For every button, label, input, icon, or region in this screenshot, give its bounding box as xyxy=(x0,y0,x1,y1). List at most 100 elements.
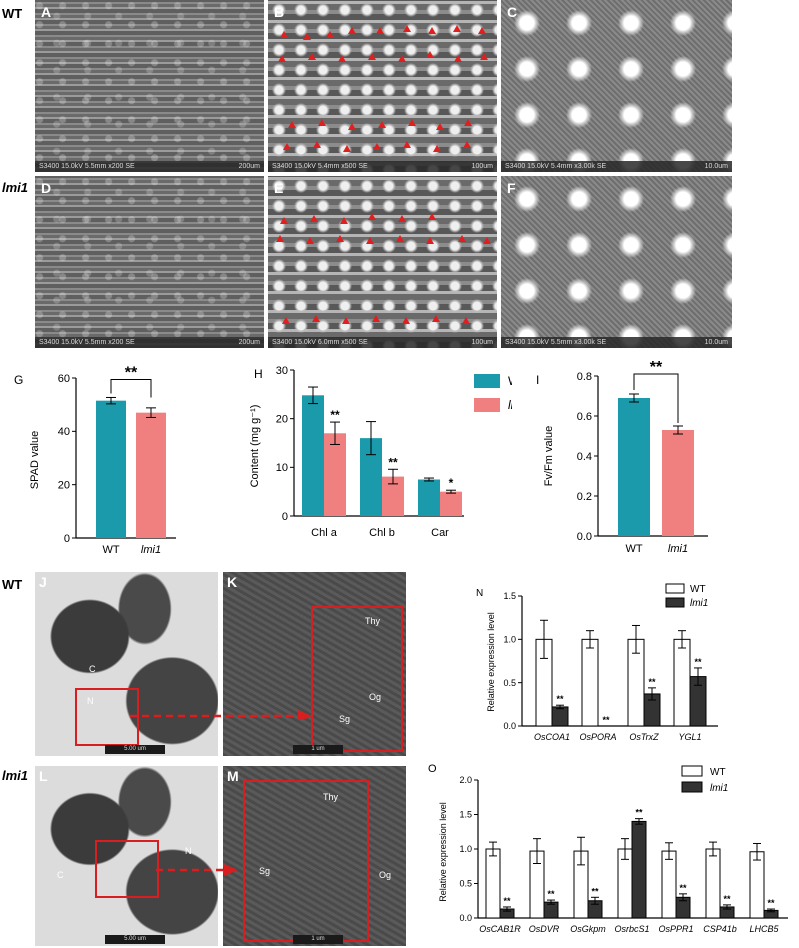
legend-swatch-wt xyxy=(681,765,703,777)
x-tick-label: WT xyxy=(625,543,642,555)
tem-panel-k: K Thy Og Sg 1 um xyxy=(223,572,406,756)
significance-mark: ** xyxy=(388,455,398,469)
red-markers-b xyxy=(278,25,488,152)
legend-label-wt: WT xyxy=(710,767,726,778)
significance-mark: ** xyxy=(125,364,138,381)
x-tick-label: Chl b xyxy=(369,527,395,539)
tem-panel-m: M Thy Sg Og 1 um xyxy=(223,766,406,946)
y-tick-label: 0.6 xyxy=(577,411,592,423)
significance-mark: ** xyxy=(635,808,643,818)
y-tick-label: 20 xyxy=(276,414,288,426)
scalebar-l: 5.00 um xyxy=(105,935,165,944)
tem-label-k-sg: Sg xyxy=(339,714,351,724)
chart-letter-n: N xyxy=(476,588,483,599)
red-markers-e xyxy=(276,213,491,324)
significance-mark: * xyxy=(449,476,454,490)
significance-bracket xyxy=(633,373,679,423)
zoom-box-m xyxy=(243,780,369,942)
legend-swatch-lmi1 xyxy=(681,781,703,793)
panel-letter-e: E xyxy=(274,180,284,196)
y-tick-label: 1.0 xyxy=(459,844,472,854)
sem-footer-f: S3400 15.0kV 5.5mm x3.00k SE 10.0um xyxy=(501,337,732,348)
sem-panel-d: D S3400 15.0kV 5.5mm x200 SE 200um xyxy=(35,176,264,348)
bar-lmi1 xyxy=(662,430,694,536)
sem-panel-f: F S3400 15.0kV 5.5mm x3.00k SE 10.0um xyxy=(501,176,732,348)
y-tick-label: 2.0 xyxy=(459,775,472,785)
dashed-arrow-jk xyxy=(130,710,312,720)
tem-label-m-thy: Thy xyxy=(323,792,339,802)
row-label-lmi1-tem: lmi1 xyxy=(2,768,29,783)
legend-label-lmi1: lmi1 xyxy=(508,398,512,412)
panel-letter-c: C xyxy=(507,4,518,20)
chart-letter-o: O xyxy=(428,763,437,775)
x-tick-label: WT xyxy=(102,544,119,556)
dashed-arrow-lm xyxy=(156,864,238,876)
bar-wt-5 xyxy=(705,848,721,919)
x-tick-label: Car xyxy=(431,527,449,539)
sem-panel-c: C S3400 15.0kV 5.4mm x3.00k SE 10.0um xyxy=(501,0,732,172)
bar-lmi1-0 xyxy=(324,433,346,516)
sem-footer-b: S3400 15.0kV 5.4mm x500 SE 100um xyxy=(268,161,497,172)
y-tick-label: 0 xyxy=(64,533,70,545)
significance-mark: ** xyxy=(556,694,564,704)
x-tick-label: Chl a xyxy=(311,527,338,539)
x-tick-label: OsDVR xyxy=(529,924,560,934)
chart-g: G 0 20 40 60 SPAD value WT lmi1 ** xyxy=(14,364,176,556)
chart-letter-h: H xyxy=(254,367,263,381)
panel-letter-d: D xyxy=(41,180,52,196)
scalebar-m: 1 um xyxy=(293,935,343,944)
bar-wt-4 xyxy=(661,850,677,919)
significance-mark: ** xyxy=(602,715,610,725)
y-tick-label: 30 xyxy=(276,365,288,377)
y-tick-label: 0.2 xyxy=(577,491,592,503)
sem-footer-a: S3400 15.0kV 5.5mm x200 SE 200um xyxy=(35,161,264,172)
y-axis-label: Relative expression level xyxy=(486,612,496,712)
sem-panel-a: A S3400 15.0kV 5.5mm x200 SE 200um xyxy=(35,0,264,172)
panel-letter-l: L xyxy=(39,768,48,784)
significance-mark: ** xyxy=(591,886,599,896)
bar-wt-1 xyxy=(581,638,599,727)
bar-wt-1 xyxy=(360,438,382,516)
bar-lmi1 xyxy=(136,412,166,538)
y-tick-label: 0.5 xyxy=(503,678,516,688)
y-tick-label: 0.0 xyxy=(459,913,472,923)
scalebar-j: 5.00 um xyxy=(105,745,165,754)
panel-letter-k: K xyxy=(227,574,238,590)
y-tick-label: 0.4 xyxy=(577,451,592,463)
bar-lmi1-0 xyxy=(551,706,569,727)
sem-footer-d: S3400 15.0kV 5.5mm x200 SE 200um xyxy=(35,337,264,348)
y-axis-label: Fv/Fm value xyxy=(543,426,555,487)
x-tick-label: CSP41b xyxy=(703,924,737,934)
legend-swatch xyxy=(474,398,500,412)
x-tick-label: OsPORA xyxy=(579,732,616,742)
y-tick-label: 20 xyxy=(58,480,70,492)
significance-mark: ** xyxy=(330,408,340,422)
tem-panel-j: J C N 5.00 um xyxy=(35,572,218,756)
bar-lmi1-2 xyxy=(440,491,462,516)
bar-wt-3 xyxy=(673,638,691,727)
bar-wt xyxy=(96,400,126,538)
y-tick-label: 1.5 xyxy=(503,591,516,601)
row-label-wt-tem: WT xyxy=(2,577,23,592)
y-tick-label: 1.0 xyxy=(503,634,516,644)
y-tick-label: 0 xyxy=(282,511,288,523)
x-tick-label: lmi1 xyxy=(668,543,688,555)
x-tick-label: LHCB5 xyxy=(749,924,779,934)
tem-panel-l: L C N 5.00 um xyxy=(35,766,218,946)
y-axis-label: Relative expression level xyxy=(438,802,448,902)
chart-letter-i: I xyxy=(536,373,539,387)
legend-label-wt: WT xyxy=(690,584,706,595)
x-tick-label: OsCAB1R xyxy=(479,924,521,934)
legend-swatch-lmi1 xyxy=(665,597,685,608)
x-tick-label: OsCOA1 xyxy=(534,732,570,742)
scalebar-k: 1 um xyxy=(293,745,343,754)
bar-wt xyxy=(618,398,650,536)
significance-mark: ** xyxy=(648,677,656,687)
y-tick-label: 60 xyxy=(58,373,70,385)
y-tick-label: 1.5 xyxy=(459,810,472,820)
chart-i: I 0.0 0.2 0.4 0.6 0.8 Fv/Fm value WT lmi1 ** xyxy=(536,360,708,555)
y-axis-label: SPAD value xyxy=(29,431,41,490)
bar-wt-0 xyxy=(302,395,324,516)
y-tick-label: 0.0 xyxy=(503,721,516,731)
tem-label-l-n: N xyxy=(185,846,192,856)
